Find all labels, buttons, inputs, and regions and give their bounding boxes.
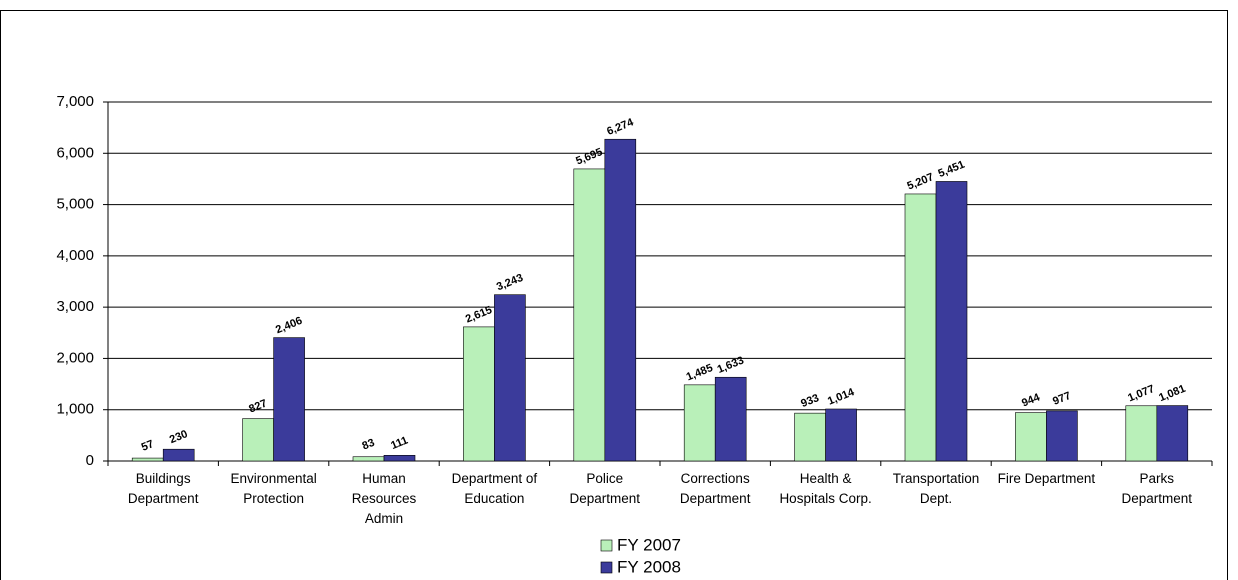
value-label: 111 xyxy=(389,434,409,452)
bar xyxy=(825,408,857,462)
bar xyxy=(714,376,747,462)
y-tick-label: 0 xyxy=(86,452,94,469)
x-tick-label: Buildings Department xyxy=(127,471,199,506)
y-tick-label: 3,000 xyxy=(56,298,94,315)
bar xyxy=(794,412,826,462)
legend-swatch xyxy=(600,539,613,552)
x-tick-label: Parks Department xyxy=(1121,471,1193,506)
bar xyxy=(162,448,195,462)
x-tick-label: Corrections Department xyxy=(679,471,751,506)
legend-label: FY 2007 xyxy=(617,535,681,554)
bar xyxy=(904,193,937,462)
x-tick-label: Health & Hospitals Corp. xyxy=(779,471,872,506)
x-tick-label: Environmental Protection xyxy=(230,471,317,506)
x-tick-label: Department of Education xyxy=(451,471,538,506)
y-tick-label: 7,000 xyxy=(56,93,94,110)
y-tick-label: 2,000 xyxy=(56,349,94,366)
y-tick-label: 5,000 xyxy=(56,196,94,213)
bar xyxy=(1015,412,1047,462)
bar xyxy=(935,181,968,462)
y-tick-label: 4,000 xyxy=(56,247,94,264)
x-tick-label: Transportation Dept. xyxy=(892,471,980,506)
y-tick-label: 1,000 xyxy=(56,401,94,418)
legend-swatch xyxy=(600,561,613,574)
bar xyxy=(131,457,164,462)
legend-label: FY 2008 xyxy=(617,557,681,576)
x-tick-label: Police Department xyxy=(569,471,641,506)
bar xyxy=(383,455,416,462)
bar xyxy=(242,418,274,462)
value-label: 57 xyxy=(140,438,156,454)
bar xyxy=(273,337,305,462)
bar xyxy=(683,384,716,462)
bar xyxy=(604,138,637,462)
bar xyxy=(463,326,495,462)
bar xyxy=(352,456,385,462)
value-label: 83 xyxy=(361,437,377,453)
bar xyxy=(494,294,526,462)
bar xyxy=(1156,405,1189,462)
x-tick-label: Fire Department xyxy=(997,471,1096,486)
bar xyxy=(573,168,606,462)
x-tick-label: Human Resources Admin xyxy=(351,471,417,526)
bar xyxy=(1125,405,1158,462)
bar xyxy=(1046,410,1078,462)
y-tick-label: 6,000 xyxy=(56,144,94,161)
